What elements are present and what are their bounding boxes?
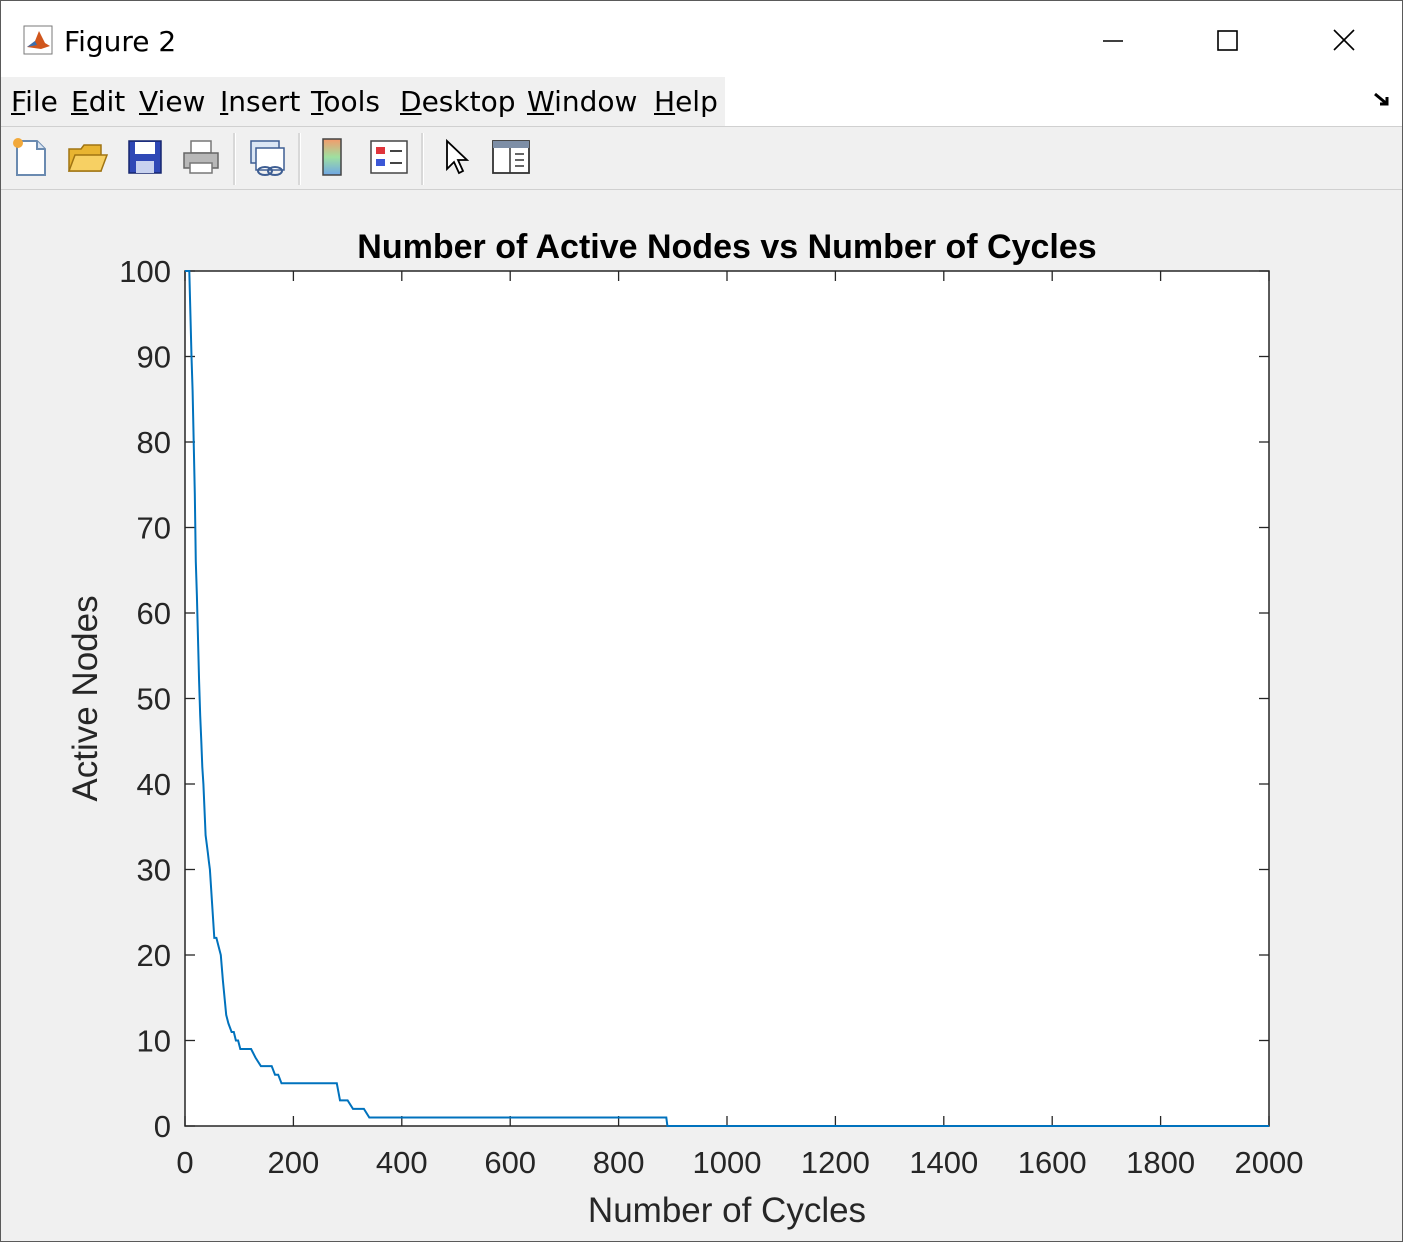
menu-file-rest: ile [25, 85, 58, 118]
menu-window-accel: W [527, 85, 555, 118]
property-inspector-icon[interactable] [489, 135, 533, 179]
menu-view-rest: iew [157, 85, 206, 118]
y-tick-label: 20 [137, 938, 171, 973]
menu-window[interactable]: Window [527, 85, 637, 118]
x-tick-label: 200 [268, 1145, 320, 1180]
x-tick-label: 600 [484, 1145, 536, 1180]
x-tick-label: 1600 [1018, 1145, 1087, 1180]
matlab-icon [23, 25, 53, 55]
title-bar[interactable]: Figure 2 [1, 1, 1402, 77]
menu-window-rest: indow [554, 85, 638, 118]
menu-desktop[interactable]: Desktop [400, 85, 515, 118]
menu-help-rest: elp [675, 85, 718, 118]
x-tick-label: 1000 [693, 1145, 762, 1180]
y-tick-label: 70 [137, 511, 171, 546]
menu-tools-rest: ools [323, 85, 380, 118]
menu-view-accel: V [139, 85, 158, 118]
menu-help[interactable]: Help [654, 85, 718, 118]
window-title: Figure 2 [64, 25, 177, 58]
plot-area [185, 271, 1269, 1126]
menu-file[interactable]: File [11, 85, 58, 118]
minimize-icon[interactable] [1093, 21, 1133, 61]
toolbar-separator [233, 133, 236, 185]
y-tick-label: 30 [137, 853, 171, 888]
new-figure-icon[interactable] [9, 135, 53, 179]
menu-view[interactable]: View [139, 85, 205, 118]
y-tick-label: 60 [137, 596, 171, 631]
x-tick-label: 400 [376, 1145, 428, 1180]
menu-desktop-rest: esktop [421, 85, 516, 118]
open-file-icon[interactable] [65, 135, 109, 179]
y-tick-label: 50 [137, 682, 171, 717]
y-tick-label: 80 [137, 425, 171, 460]
save-icon[interactable] [123, 135, 167, 179]
maximize-icon[interactable] [1207, 21, 1247, 61]
menu-strip: File Edit View Insert Tools Desktop Wind… [1, 77, 725, 126]
x-tick-label: 1200 [801, 1145, 870, 1180]
menu-help-accel: H [654, 85, 676, 118]
menu-edit-rest: dit [88, 85, 126, 118]
toolbar-separator [298, 133, 301, 185]
menu-bar: File Edit View Insert Tools Desktop Wind… [1, 77, 1402, 127]
insert-legend-icon[interactable] [367, 135, 411, 179]
menu-insert-rest: nsert [228, 85, 301, 118]
figure-canvas: 0 200 400 600 800 1000 1200 1400 1600 1800 2000 0 10… [1, 190, 1402, 1241]
insert-colorbar-icon[interactable] [311, 135, 355, 179]
figure-toolbar [1, 127, 1402, 190]
y-tick-label: 0 [154, 1109, 171, 1144]
menu-edit-accel: E [71, 85, 89, 118]
y-tick-label: 100 [119, 254, 171, 289]
link-plot-icon[interactable] [245, 135, 289, 179]
x-tick-label: 0 [176, 1145, 193, 1180]
active-nodes-line [185, 270, 1269, 1127]
x-tick-label: 2000 [1235, 1145, 1304, 1180]
x-tick-label: 1400 [909, 1145, 978, 1180]
x-tick-label: 800 [593, 1145, 645, 1180]
close-icon[interactable] [1324, 21, 1364, 61]
x-axis-label: Number of Cycles [588, 1191, 866, 1230]
menu-tools-accel: T [311, 85, 324, 118]
menu-desktop-accel: D [400, 85, 422, 118]
menu-edit[interactable]: Edit [71, 85, 125, 118]
line-chart[interactable]: 0 200 400 600 800 1000 1200 1400 1600 1800 2000 0 10… [1, 190, 1402, 1241]
print-icon[interactable] [179, 135, 223, 179]
chart-title: Number of Active Nodes vs Number of Cycl… [357, 228, 1096, 266]
toolbar-separator [421, 133, 424, 185]
dock-figure-icon[interactable] [1372, 89, 1394, 111]
edit-plot-icon[interactable] [435, 135, 479, 179]
y-tick-label: 40 [137, 767, 171, 802]
menu-file-accel: F [11, 85, 26, 118]
y-tick-label: 10 [137, 1024, 171, 1059]
y-tick-label: 90 [137, 340, 171, 375]
menu-tools[interactable]: Tools [311, 85, 380, 118]
menu-insert[interactable]: Insert [220, 85, 300, 118]
x-tick-label: 1800 [1126, 1145, 1195, 1180]
y-axis-label: Active Nodes [66, 595, 105, 801]
menu-insert-accel: I [220, 85, 229, 118]
